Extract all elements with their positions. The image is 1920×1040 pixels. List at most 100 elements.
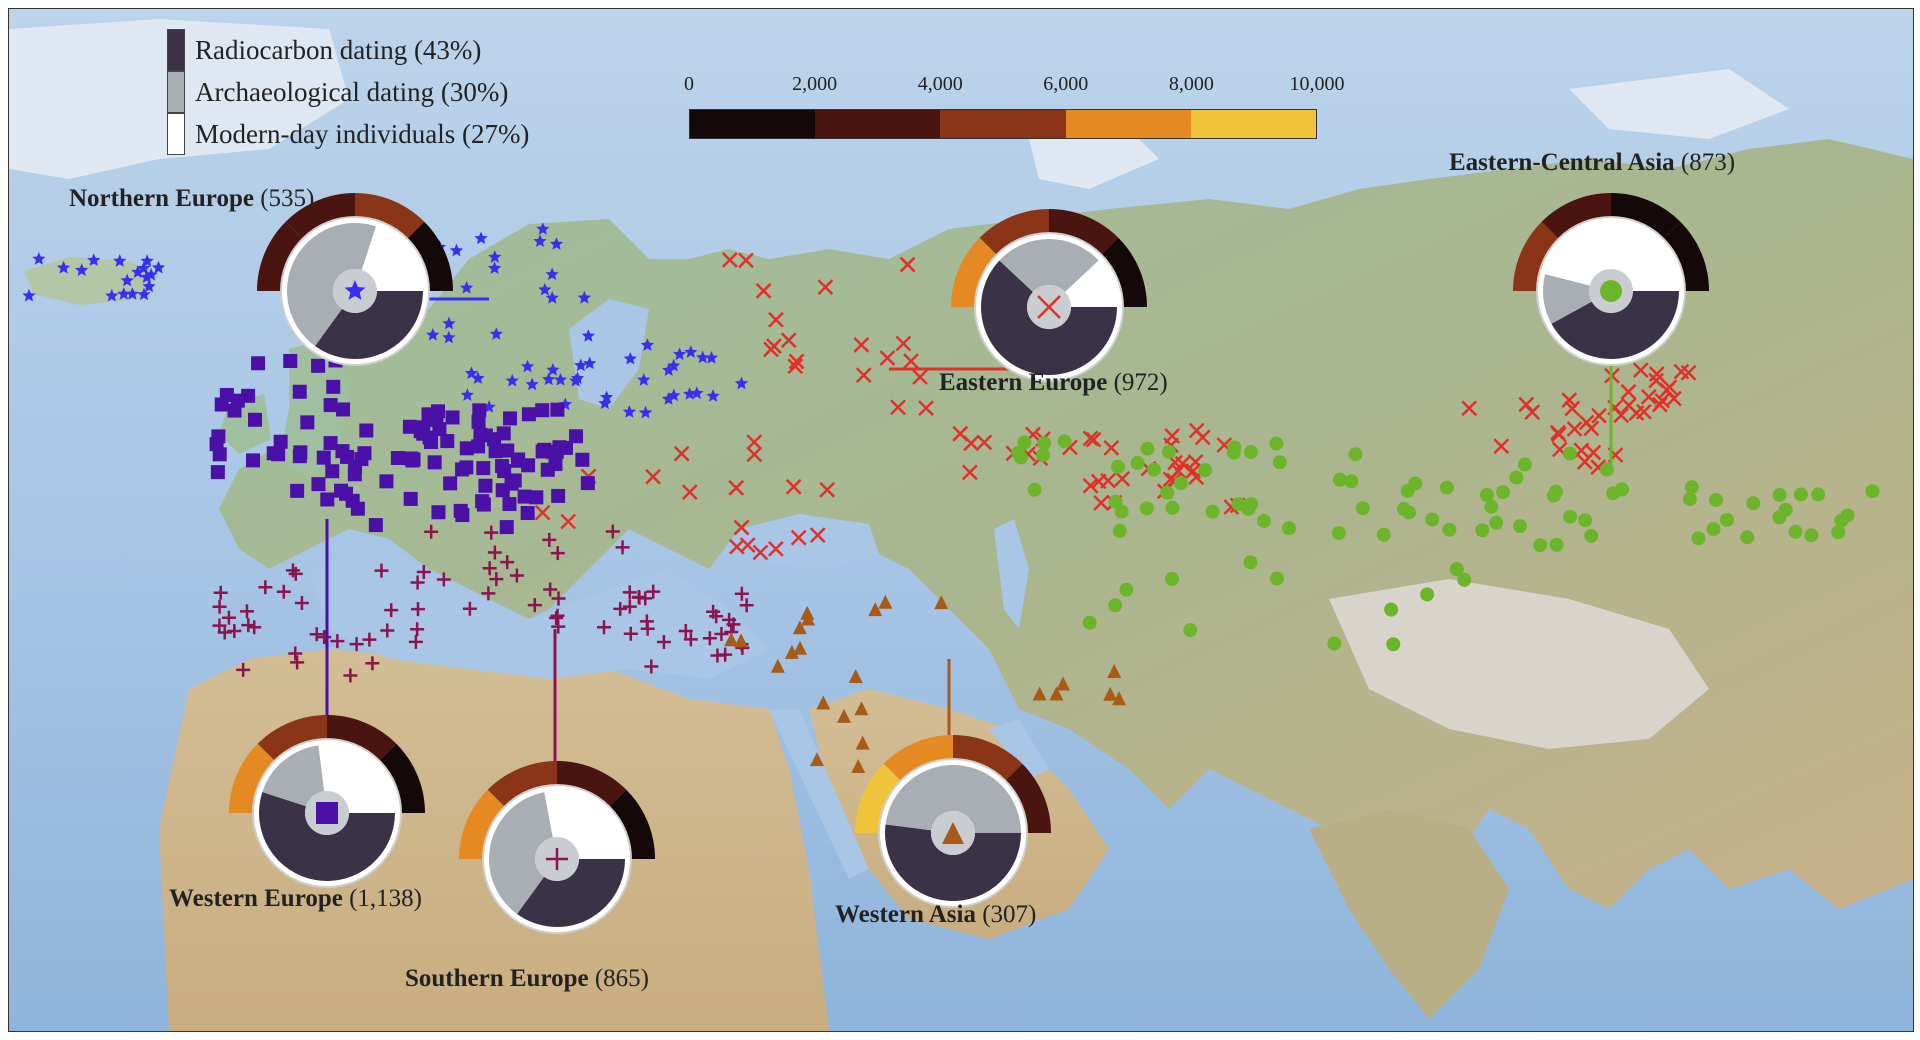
scale-segment xyxy=(1065,110,1191,138)
cross-marker xyxy=(855,367,872,384)
square-marker xyxy=(323,436,338,451)
type-ring-segment xyxy=(999,238,1099,292)
plus-marker xyxy=(362,632,377,647)
scale-segment xyxy=(690,110,816,138)
scale-tick: 10,000 xyxy=(1289,73,1345,95)
triangle-marker xyxy=(934,595,949,610)
cross-marker xyxy=(895,335,912,352)
age-ring-segment xyxy=(1611,193,1681,241)
plus-marker xyxy=(683,632,698,647)
plus-marker xyxy=(247,620,262,635)
scale-segment xyxy=(815,110,941,138)
plus-marker xyxy=(424,524,439,539)
circle-marker xyxy=(1420,587,1435,602)
cross-marker xyxy=(890,399,906,416)
star-marker xyxy=(598,396,612,410)
plus-marker xyxy=(213,585,228,600)
star-marker xyxy=(137,261,151,275)
archaeological-swatch xyxy=(167,71,185,113)
cross-marker xyxy=(1174,455,1191,472)
square-marker xyxy=(517,489,532,504)
cross-marker xyxy=(1585,444,1602,461)
circle-marker xyxy=(1484,499,1499,514)
circle-marker xyxy=(1512,519,1527,534)
cross-marker xyxy=(963,435,980,452)
circle-marker xyxy=(1691,531,1706,546)
circle-marker xyxy=(1130,455,1145,470)
circle-marker xyxy=(1562,446,1577,461)
triangle-marker xyxy=(1103,686,1118,701)
legend-label-archaeological: Archaeological dating (30%) xyxy=(195,76,509,107)
cross-marker xyxy=(817,279,834,295)
circle-marker xyxy=(1161,444,1176,459)
triangle-marker xyxy=(724,632,739,647)
circle-marker xyxy=(1709,492,1724,507)
age-color-scale: 0 2,000 4,000 6,000 8,000 10,000 xyxy=(684,73,1345,139)
circle-marker xyxy=(1600,280,1622,302)
region-donut xyxy=(1513,193,1709,366)
circle-marker xyxy=(1475,523,1490,538)
type-ring-segment xyxy=(544,790,625,859)
circle-marker xyxy=(1027,482,1042,497)
plus-marker xyxy=(217,625,232,640)
square-marker xyxy=(300,415,315,430)
age-ring-segment xyxy=(377,743,425,813)
circle-marker xyxy=(1165,500,1180,515)
type-ring-segment xyxy=(1545,222,1679,291)
star-marker xyxy=(536,222,550,235)
square-marker xyxy=(575,452,590,467)
square-marker xyxy=(212,447,227,462)
square-marker xyxy=(359,423,374,438)
plus-marker xyxy=(489,572,504,587)
cross-marker xyxy=(809,527,826,543)
plus-marker xyxy=(509,568,524,583)
legend-item-modern: Modern-day individuals (27%) xyxy=(167,113,529,155)
age-ring-segment xyxy=(1003,763,1051,833)
square-marker xyxy=(502,497,517,512)
persian-gulf xyxy=(989,719,1049,779)
plus-marker xyxy=(317,630,332,645)
star-marker xyxy=(577,290,591,304)
circle-marker xyxy=(1386,637,1401,652)
star-marker xyxy=(459,281,474,294)
circle-marker xyxy=(1082,615,1097,630)
square-marker xyxy=(499,520,514,535)
region-name: Southern Europe xyxy=(405,965,589,992)
square-marker xyxy=(354,452,369,467)
square-marker xyxy=(503,411,518,426)
caspian-sea xyxy=(994,519,1029,629)
star-marker xyxy=(581,329,595,342)
star-marker xyxy=(734,376,749,390)
connector-lines xyxy=(325,297,1613,779)
circle-marker xyxy=(1110,459,1125,474)
cross-marker xyxy=(1651,396,1668,413)
plus-marker xyxy=(380,623,395,638)
square-marker xyxy=(496,426,511,441)
arctic-ice-islands xyxy=(1569,69,1789,139)
square-marker xyxy=(521,407,536,422)
circle-marker xyxy=(1772,510,1787,525)
cross-marker xyxy=(1566,421,1583,437)
age-ring-segment xyxy=(285,193,355,241)
star-marker xyxy=(505,373,519,387)
plus-marker xyxy=(623,626,638,641)
cross-marker xyxy=(788,353,805,370)
cross-marker xyxy=(738,252,754,269)
plus-marker xyxy=(349,637,364,652)
circle-marker xyxy=(1269,571,1284,586)
cross-marker xyxy=(1673,363,1690,380)
triangle-marker xyxy=(868,602,883,617)
cross-marker xyxy=(819,481,836,498)
circle-marker xyxy=(1442,522,1457,537)
triangle-marker xyxy=(793,640,808,655)
plus-marker xyxy=(597,620,612,635)
plus-marker xyxy=(546,848,568,870)
star-marker xyxy=(105,288,119,302)
star-marker xyxy=(662,363,676,376)
square-marker xyxy=(350,501,365,516)
star-marker xyxy=(549,237,564,250)
plus-marker xyxy=(288,566,303,581)
cross-marker xyxy=(746,434,763,451)
cross-marker xyxy=(721,252,738,268)
plus-marker xyxy=(500,555,515,570)
